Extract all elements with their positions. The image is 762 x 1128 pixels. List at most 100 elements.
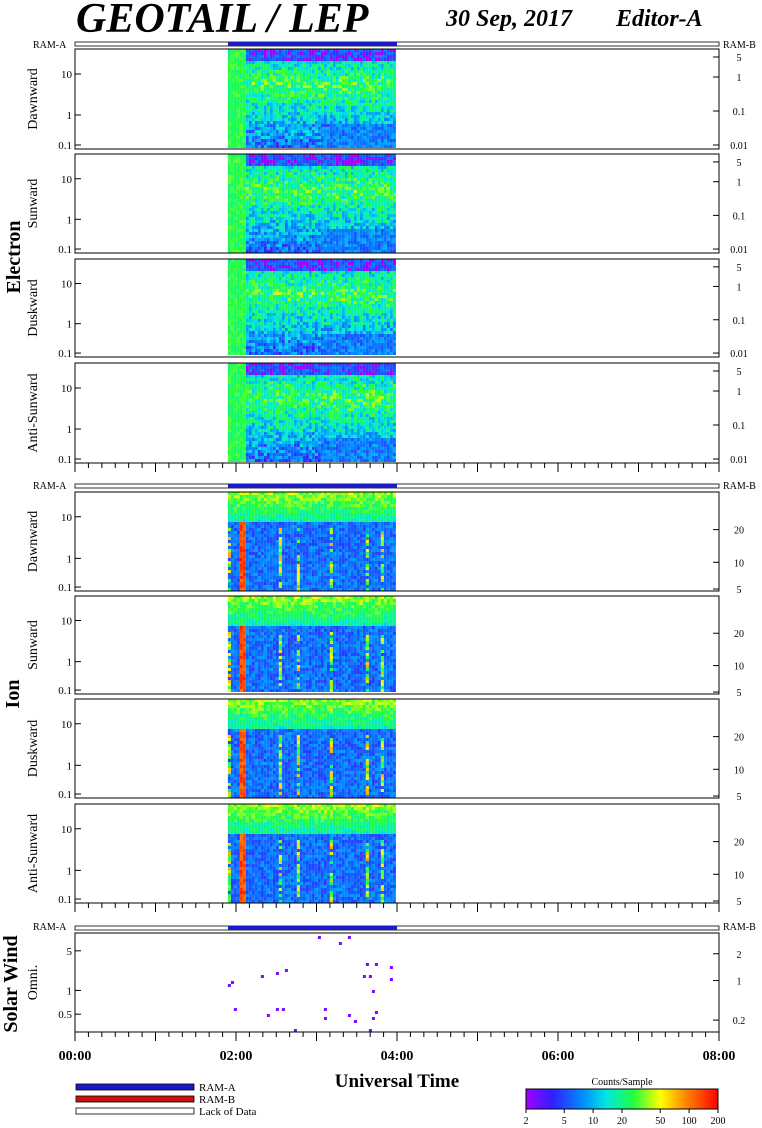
heatmap-cell	[296, 109, 300, 112]
heatmap-cell	[314, 58, 318, 61]
heatmap-cell	[326, 49, 330, 52]
heatmap-cell	[227, 100, 231, 103]
heatmap-cell	[320, 49, 324, 52]
heatmap-cell	[263, 139, 267, 142]
heatmap-cell	[332, 187, 336, 190]
heatmap-cell	[332, 97, 336, 100]
heatmap-cell	[245, 334, 249, 337]
heatmap-cell	[386, 82, 390, 85]
heatmap-cell	[326, 193, 330, 196]
heatmap-cell	[329, 94, 333, 97]
heatmap-cell	[314, 76, 318, 79]
heatmap-cell	[371, 217, 375, 220]
heatmap-cell	[377, 88, 381, 91]
heatmap-cell	[380, 244, 384, 247]
heatmap-cell	[341, 346, 345, 349]
heatmap-cell	[275, 247, 279, 250]
heatmap-cell	[377, 166, 381, 169]
heatmap-cell	[341, 121, 345, 124]
heatmap-cell	[233, 103, 237, 106]
heatmap-cell	[314, 271, 318, 274]
heatmap-cell	[305, 295, 309, 298]
heatmap-cell	[275, 343, 279, 346]
heatmap-cell	[242, 229, 246, 232]
heatmap-cell	[353, 250, 357, 253]
heatmap-cell	[383, 202, 387, 205]
heatmap-cell	[335, 175, 339, 178]
heatmap-cell	[383, 106, 387, 109]
heatmap-cell	[239, 286, 243, 289]
heatmap-cell	[302, 190, 306, 193]
heatmap-cell	[329, 211, 333, 214]
heatmap-cell	[329, 103, 333, 106]
heatmap-cell	[251, 133, 255, 136]
heatmap-cell	[383, 220, 387, 223]
heatmap-cell	[347, 223, 351, 226]
heatmap-cell	[242, 112, 246, 115]
heatmap-cell	[269, 124, 273, 127]
heatmap-cell	[284, 349, 288, 352]
heatmap-cell	[245, 109, 249, 112]
heatmap-cell	[302, 304, 306, 307]
heatmap-cell	[260, 349, 264, 352]
heatmap-cell	[329, 64, 333, 67]
heatmap-cell	[323, 109, 327, 112]
heatmap-cell	[311, 295, 315, 298]
heatmap-cell	[254, 262, 258, 265]
heatmap-cell	[314, 127, 318, 130]
heatmap-cell	[323, 121, 327, 124]
heatmap-cell	[320, 91, 324, 94]
heatmap-cell	[230, 76, 234, 79]
heatmap-cell	[353, 244, 357, 247]
heatmap-cell	[233, 337, 237, 340]
heatmap-cell	[389, 91, 393, 94]
heatmap-cell	[338, 232, 342, 235]
heatmap-cell	[260, 334, 264, 337]
heatmap-cell	[236, 160, 240, 163]
heatmap-cell	[314, 280, 318, 283]
heatmap-cell	[290, 205, 294, 208]
heatmap-cell	[251, 214, 255, 217]
heatmap-cell	[311, 115, 315, 118]
heatmap-cell	[275, 289, 279, 292]
heatmap-cell	[233, 106, 237, 109]
heatmap-cell	[392, 121, 396, 124]
heatmap-cell	[296, 238, 300, 241]
heatmap-cell	[311, 331, 315, 334]
heatmap-cell	[242, 118, 246, 121]
heatmap-cell	[251, 187, 255, 190]
heatmap-cell	[266, 109, 270, 112]
heatmap-cell	[269, 142, 273, 145]
heatmap-cell	[281, 208, 285, 211]
heatmap-cell	[383, 196, 387, 199]
heatmap-cell	[380, 199, 384, 202]
heatmap-cell	[323, 319, 327, 322]
heatmap-cell	[374, 244, 378, 247]
heatmap-cell	[371, 88, 375, 91]
heatmap-cell	[380, 55, 384, 58]
heatmap-cell	[314, 187, 318, 190]
heatmap-cell	[284, 220, 288, 223]
heatmap-cell	[359, 184, 363, 187]
heatmap-cell	[281, 109, 285, 112]
heatmap-cell	[278, 271, 282, 274]
heatmap-cell	[299, 124, 303, 127]
heatmap-cell	[287, 94, 291, 97]
heatmap-cell	[263, 310, 267, 313]
heatmap-cell	[335, 286, 339, 289]
heatmap-cell	[251, 175, 255, 178]
heatmap-cell	[248, 211, 252, 214]
heatmap-cell	[365, 115, 369, 118]
heatmap-cell	[248, 328, 252, 331]
heatmap-cell	[359, 196, 363, 199]
heatmap-cell	[257, 163, 261, 166]
heatmap-cell	[254, 157, 258, 160]
heatmap-cell	[263, 268, 267, 271]
heatmap-cell	[302, 241, 306, 244]
heatmap-cell	[365, 139, 369, 142]
heatmap-cell	[359, 133, 363, 136]
heatmap-cell	[299, 247, 303, 250]
heatmap-cell	[299, 67, 303, 70]
heatmap-cell	[320, 118, 324, 121]
heatmap-cell	[281, 325, 285, 328]
